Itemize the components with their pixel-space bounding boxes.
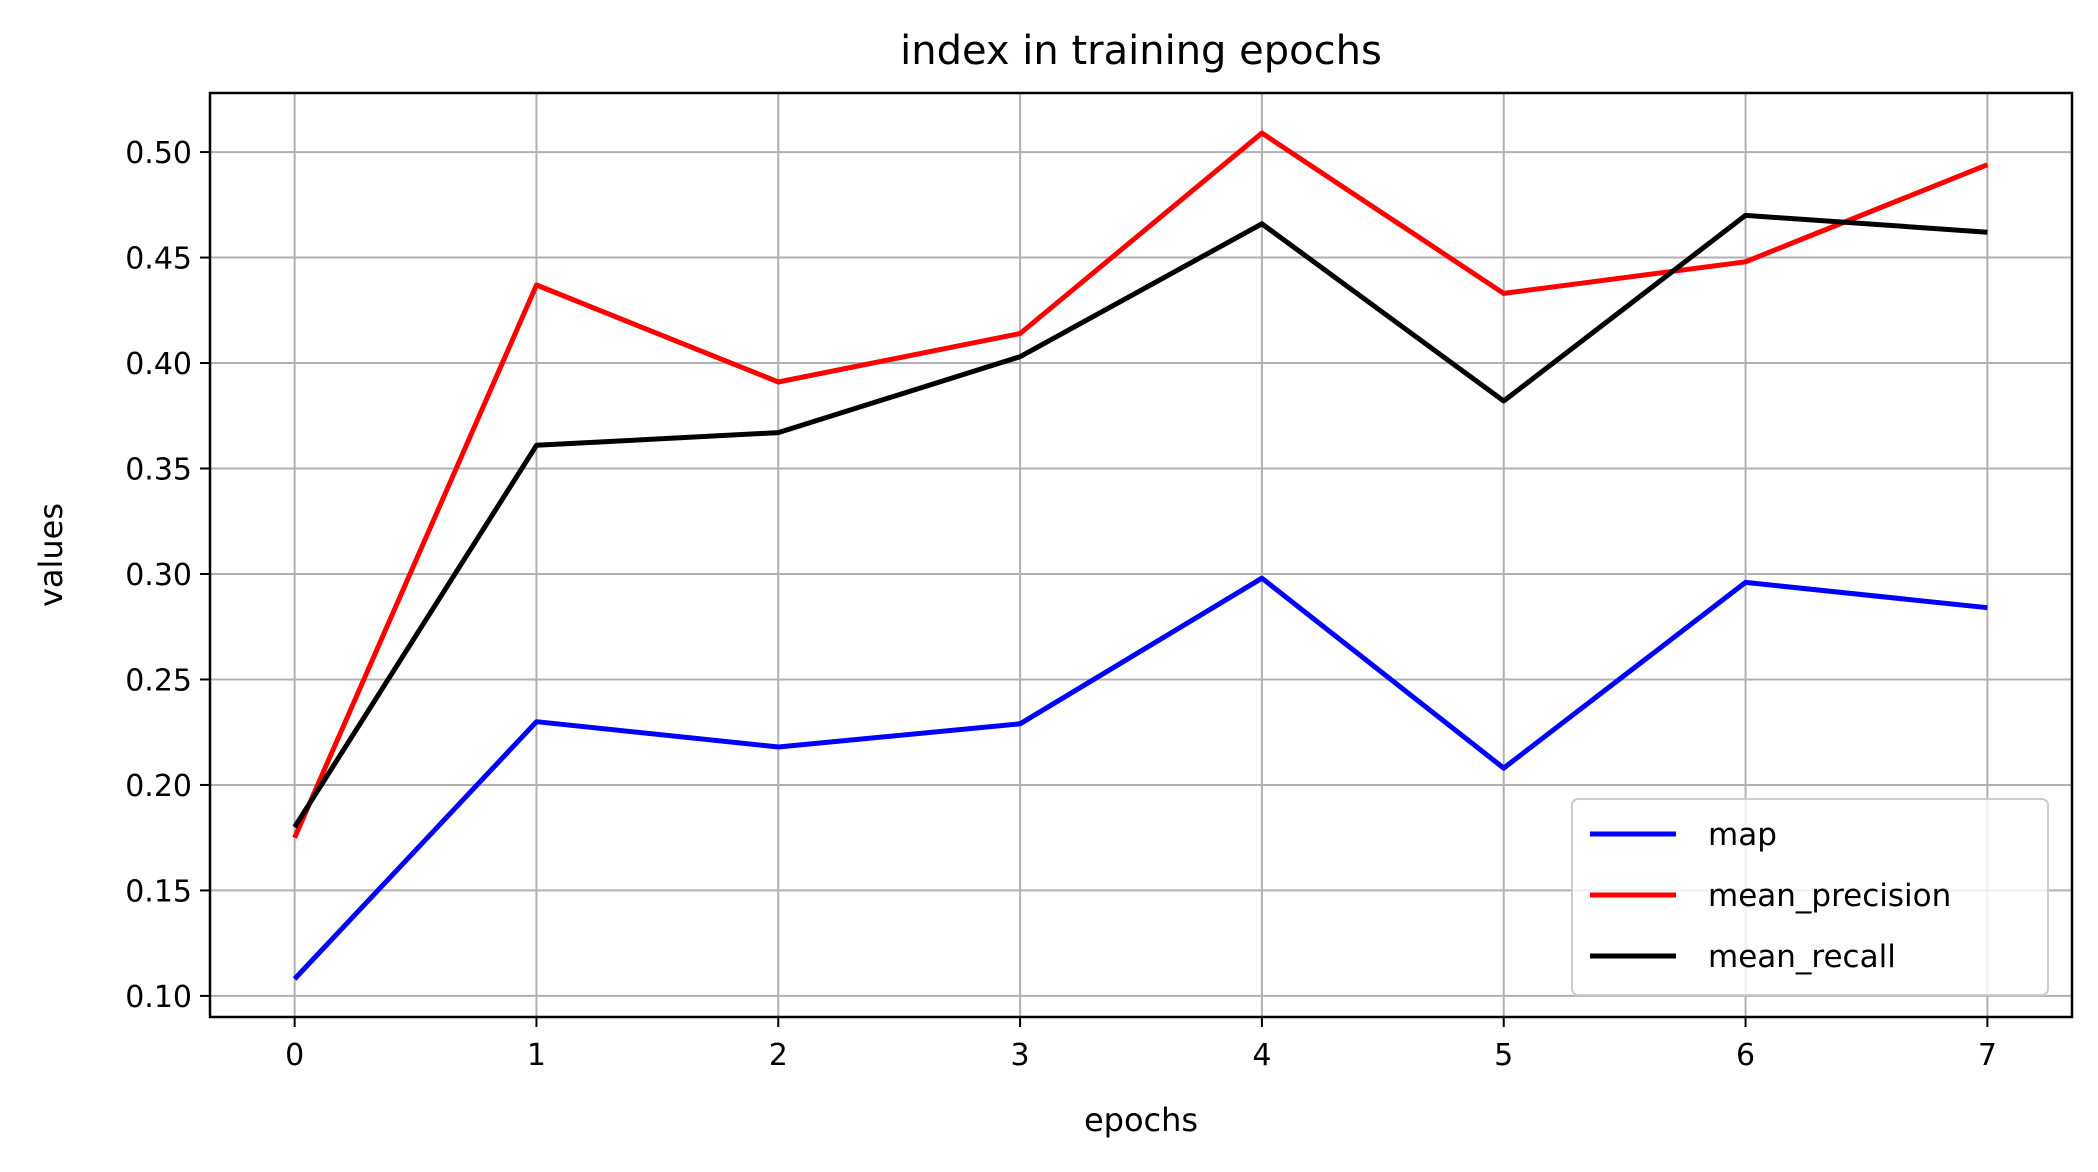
x-tick-label: 4 <box>1252 1038 1271 1073</box>
y-tick-label: 0.10 <box>125 980 192 1015</box>
series-line-map <box>292 575 1988 981</box>
y-tick-label: 0.20 <box>125 769 192 804</box>
x-tick-label: 0 <box>285 1038 304 1073</box>
y-tick-label: 0.50 <box>125 136 192 171</box>
legend: map mean_precision mean_recall <box>1571 798 2049 996</box>
legend-label-mean-recall: mean_recall <box>1708 939 1896 975</box>
series-layer <box>292 130 1989 981</box>
y-tick-label: 0.45 <box>125 242 192 277</box>
tick-layer: 0 1 2 3 4 5 6 7 0.10 0.15 0.20 0.25 0.30 0.35 0.40 0.45… <box>125 136 1997 1073</box>
legend-label-mean-precision: mean_precision <box>1708 878 1951 914</box>
chart-title: index in training epochs <box>900 28 1382 74</box>
x-tick-label: 3 <box>1011 1038 1030 1073</box>
x-tick-label: 6 <box>1736 1038 1755 1073</box>
x-tick-label: 7 <box>1978 1038 1997 1073</box>
y-tick-label: 0.25 <box>125 663 192 698</box>
x-axis-label: epochs <box>1084 1101 1198 1139</box>
plot-frame <box>208 91 2074 1019</box>
series-line-mean-precision <box>292 130 1989 839</box>
x-tick-label: 1 <box>527 1038 546 1073</box>
x-tick-label: 5 <box>1494 1038 1513 1073</box>
series-line-mean-recall <box>292 212 1988 829</box>
legend-label-map: map <box>1708 817 1777 853</box>
y-tick-label: 0.30 <box>125 558 192 593</box>
y-tick-label: 0.40 <box>125 347 192 382</box>
y-tick-label: 0.35 <box>125 453 192 488</box>
legend-box <box>1571 798 2049 996</box>
y-axis-label: values <box>32 503 70 607</box>
y-tick-label: 0.15 <box>125 874 192 909</box>
x-tick-label: 2 <box>769 1038 788 1073</box>
